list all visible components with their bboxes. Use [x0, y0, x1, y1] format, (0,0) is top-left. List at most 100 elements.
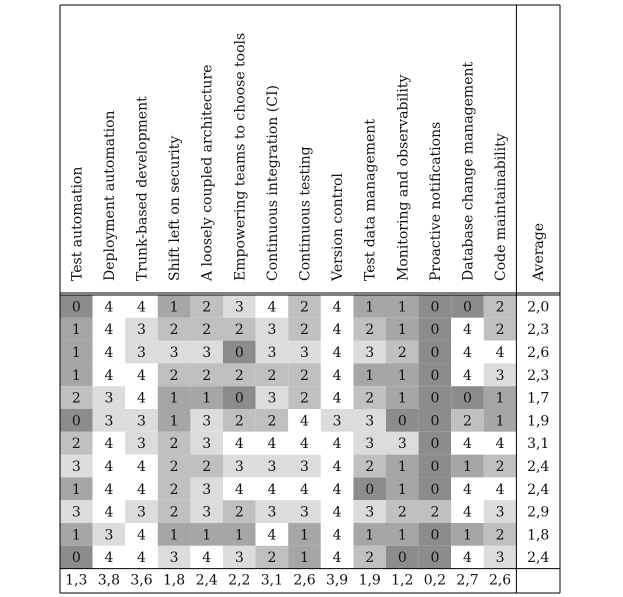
- heatmap-cell: [255, 500, 289, 523]
- cell-value: 2: [365, 391, 374, 407]
- heatmap-cell: [223, 523, 256, 546]
- heatmap-cell: [353, 317, 386, 341]
- heatmap-cell: [483, 386, 517, 409]
- cell-value: 4: [267, 436, 276, 452]
- row-average: 3,1: [527, 436, 549, 452]
- column-header: Monitoring and observability: [395, 74, 411, 281]
- cell-value: 1: [398, 482, 407, 498]
- column-average: 2,7: [456, 573, 478, 589]
- heatmap-cell: [386, 477, 419, 501]
- cell-value: 3: [137, 413, 146, 429]
- cell-value: 1: [170, 391, 179, 407]
- heatmap-cell: [320, 363, 354, 387]
- cell-value: 2: [170, 459, 179, 475]
- row-average: 2,0: [527, 299, 549, 315]
- cell-value: 4: [137, 299, 146, 315]
- cell-value: 4: [300, 436, 309, 452]
- cell-value: 1: [398, 299, 407, 315]
- cell-value: 2: [300, 322, 309, 338]
- column-average: 0,2: [424, 573, 446, 589]
- cell-value: 4: [463, 550, 472, 566]
- column-average: 2,6: [489, 573, 511, 589]
- heatmap-cell: [60, 500, 93, 523]
- heatmap-cell: [255, 295, 289, 318]
- heatmap-cell: [190, 431, 223, 455]
- heatmap-cell: [386, 295, 419, 318]
- heatmap-cell: [223, 500, 256, 523]
- heatmap-cell: [255, 409, 289, 432]
- heatmap-cell: [451, 340, 484, 364]
- cell-value: 4: [333, 482, 342, 498]
- cell-value: 1: [72, 527, 81, 543]
- row-average: 2,3: [527, 322, 549, 338]
- cell-value: 3: [202, 345, 211, 361]
- heatmap-cell: [451, 386, 484, 409]
- heatmap-cell: [418, 500, 452, 523]
- heatmap-cell: [223, 340, 256, 364]
- cell-value: 3: [104, 413, 113, 429]
- heatmap-cell: [92, 431, 126, 455]
- cell-value: 3: [72, 505, 81, 521]
- heatmap-cell: [320, 409, 354, 432]
- row-average: 2,3: [527, 368, 549, 384]
- heatmap-cell: [353, 454, 386, 478]
- cell-value: 4: [463, 345, 472, 361]
- cell-value: 3: [496, 368, 505, 384]
- cell-value: 3: [267, 505, 276, 521]
- column-header: Empowering teams to choose tools: [232, 33, 248, 281]
- heatmap-cell: [288, 386, 321, 409]
- cell-value: 2: [202, 368, 211, 384]
- heatmap-cell: [60, 363, 93, 387]
- column-average: 3,6: [130, 573, 152, 589]
- cell-value: 1: [365, 299, 374, 315]
- cell-value: 2: [496, 459, 505, 475]
- heatmap-cell: [60, 477, 93, 501]
- cell-value: 4: [104, 299, 113, 315]
- cell-value: 4: [104, 436, 113, 452]
- heatmap-cell: [483, 545, 517, 569]
- cell-value: 2: [496, 299, 505, 315]
- cell-value: 4: [137, 391, 146, 407]
- heatmap-cell: [320, 477, 354, 501]
- cell-value: 2: [365, 459, 374, 475]
- heatmap-cell: [223, 386, 256, 409]
- heatmap-cell: [60, 545, 93, 569]
- cell-value: 0: [430, 550, 439, 566]
- heatmap-cell: [157, 477, 191, 501]
- cell-value: 1: [365, 527, 374, 543]
- cell-value: 3: [137, 436, 146, 452]
- heatmap-cell: [190, 363, 223, 387]
- column-average: 1,9: [359, 573, 381, 589]
- cell-value: 2: [430, 505, 439, 521]
- cell-value: 1: [398, 391, 407, 407]
- heatmap-cell: [451, 295, 484, 318]
- heatmap-cell: [353, 386, 386, 409]
- cell-value: 1: [170, 527, 179, 543]
- heatmap-cell: [125, 340, 158, 364]
- cell-value: 4: [463, 322, 472, 338]
- heatmap-cell: [386, 431, 419, 455]
- heatmap-cell: [386, 545, 419, 569]
- cell-value: 1: [202, 527, 211, 543]
- cell-value: 4: [333, 299, 342, 315]
- cell-value: 3: [365, 413, 374, 429]
- cell-value: 2: [235, 368, 244, 384]
- heatmap-cell: [320, 431, 354, 455]
- cell-value: 3: [137, 505, 146, 521]
- cell-value: 2: [235, 505, 244, 521]
- heatmap-cell: [190, 295, 223, 318]
- cell-value: 0: [463, 299, 472, 315]
- heatmap-cell: [125, 431, 158, 455]
- cell-value: 1: [170, 299, 179, 315]
- heatmap-cell: [320, 340, 354, 364]
- column-header: Code maintainability: [493, 133, 509, 281]
- heatmap-cell: [320, 317, 354, 341]
- cell-value: 1: [300, 550, 309, 566]
- heatmap-cell: [223, 409, 256, 432]
- cell-value: 1: [170, 413, 179, 429]
- cell-value: 4: [496, 482, 505, 498]
- heatmap-cell: [92, 523, 126, 546]
- cell-value: 0: [430, 413, 439, 429]
- heatmap-cell: [223, 545, 256, 569]
- heatmap-cell: [157, 500, 191, 523]
